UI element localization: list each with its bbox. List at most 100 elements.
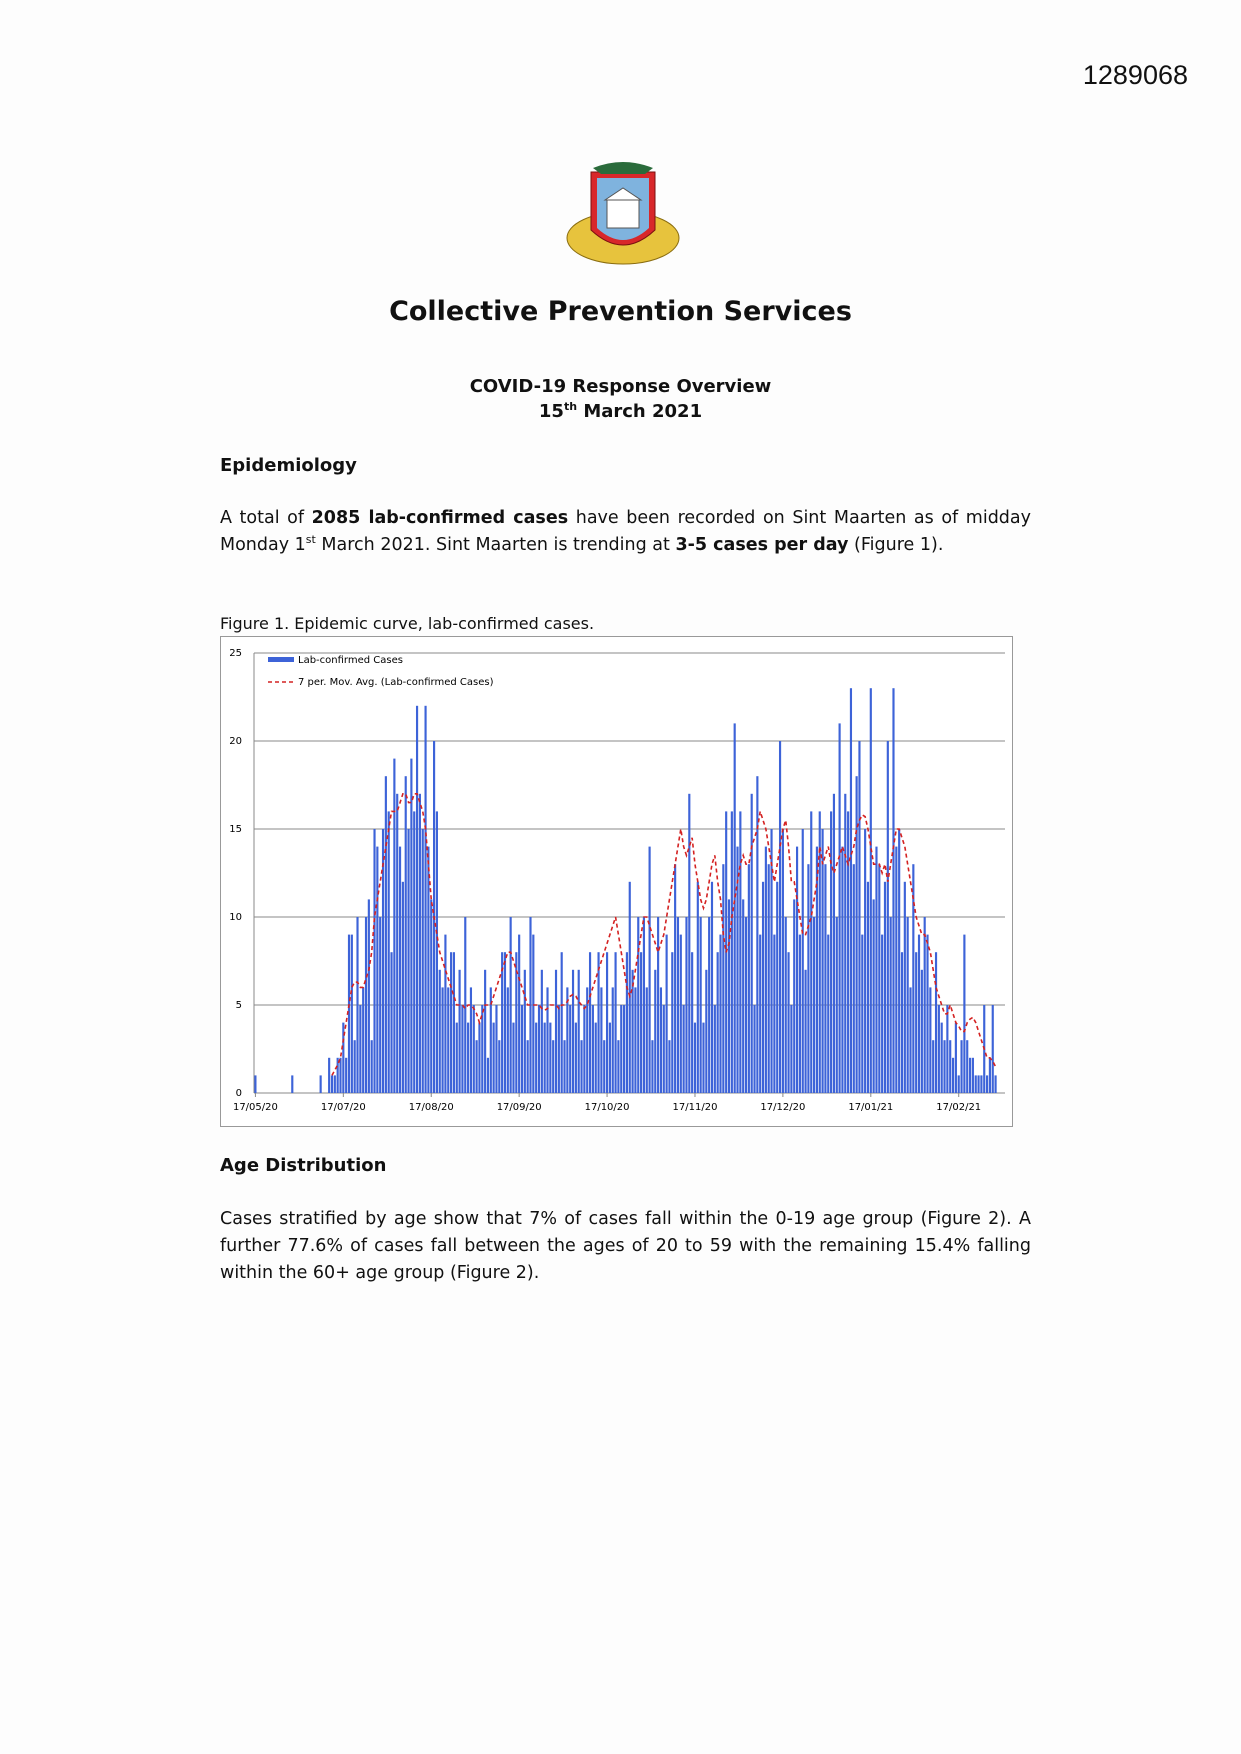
bar	[917, 934, 921, 1093]
figure-caption: Figure 1. Epidemic curve, lab-confirmed …	[220, 614, 595, 633]
bar	[915, 952, 918, 1093]
bar	[994, 1075, 997, 1093]
bar	[415, 705, 419, 1093]
text: March 2021. Sint Maarten is trending at	[315, 535, 676, 555]
bar	[642, 917, 646, 1093]
bar	[475, 1040, 478, 1093]
bar	[427, 846, 430, 1093]
bar	[719, 934, 722, 1093]
bar	[625, 952, 628, 1093]
bar	[376, 846, 379, 1093]
bar	[676, 917, 680, 1093]
logo	[566, 162, 680, 265]
bar	[424, 705, 427, 1093]
date-rest: March 2021	[577, 401, 703, 422]
bar	[489, 987, 492, 1093]
bar	[574, 1022, 577, 1093]
bar	[730, 811, 733, 1093]
bar	[900, 952, 904, 1093]
bar	[359, 1005, 362, 1093]
bar	[586, 987, 589, 1093]
bar	[821, 829, 824, 1093]
bar	[370, 1040, 373, 1093]
bar	[702, 1022, 705, 1093]
bar	[509, 917, 512, 1093]
bar	[583, 1005, 586, 1093]
bar	[623, 1005, 626, 1093]
bar	[452, 952, 456, 1093]
bar	[481, 1005, 484, 1093]
bar	[881, 934, 884, 1093]
bar	[991, 1005, 994, 1093]
bar	[753, 1005, 756, 1093]
bar	[637, 917, 640, 1093]
bar	[362, 987, 365, 1093]
bar	[552, 1040, 555, 1093]
bar	[543, 1022, 546, 1093]
bar	[767, 864, 770, 1093]
bar	[849, 688, 853, 1093]
bar	[333, 1075, 336, 1093]
bar	[501, 952, 504, 1093]
bar	[413, 811, 416, 1093]
bar	[654, 969, 657, 1093]
bar	[722, 864, 725, 1093]
bar	[345, 1057, 348, 1093]
bar	[946, 1005, 949, 1093]
bar	[787, 952, 790, 1093]
bar	[895, 846, 898, 1093]
bold-text: 2085 lab-confirmed cases	[311, 508, 569, 528]
bar	[761, 881, 765, 1093]
bar	[495, 1005, 498, 1093]
bar	[506, 987, 509, 1093]
subtitle: COVID-19 Response Overview	[469, 376, 772, 397]
bar	[909, 987, 912, 1093]
bar	[537, 1005, 541, 1093]
bar	[396, 793, 399, 1093]
bar	[597, 952, 600, 1093]
bar	[662, 1005, 665, 1093]
bar	[608, 1022, 611, 1093]
y-tick-label: 20	[229, 736, 242, 747]
x-tick-label: 17/11/20	[673, 1102, 718, 1113]
bar	[937, 1005, 940, 1093]
bar	[974, 1075, 977, 1093]
paragraph: A total of 2085 lab-confirmed cases have…	[220, 505, 1031, 559]
bar	[450, 952, 453, 1093]
bar	[350, 934, 353, 1093]
bar	[793, 899, 796, 1093]
bar	[818, 811, 821, 1093]
bar	[912, 864, 915, 1093]
y-tick-label: 15	[229, 824, 242, 835]
bar	[472, 1005, 475, 1093]
bar	[404, 776, 407, 1093]
bar	[679, 934, 682, 1093]
bar	[920, 969, 923, 1093]
bar	[421, 829, 424, 1093]
bar	[770, 829, 773, 1093]
bar	[671, 952, 674, 1093]
bar	[756, 776, 759, 1093]
bar	[364, 917, 368, 1093]
bar	[733, 723, 736, 1093]
x-tick-label: 17/07/20	[321, 1102, 366, 1113]
bar	[830, 811, 833, 1093]
bar	[438, 969, 441, 1093]
bar	[903, 881, 906, 1093]
bar	[713, 1005, 716, 1093]
bar	[418, 793, 421, 1093]
bar	[330, 1075, 334, 1093]
bar	[435, 811, 438, 1093]
bar	[892, 688, 895, 1093]
bar	[557, 1005, 560, 1093]
bar	[628, 881, 631, 1093]
bar	[688, 793, 691, 1093]
bar	[852, 864, 855, 1093]
bar	[591, 1005, 594, 1093]
x-tick-label: 17/08/20	[409, 1102, 454, 1113]
bar	[872, 899, 875, 1093]
x-tick-label: 17/05/20	[233, 1102, 278, 1113]
bar	[387, 811, 390, 1093]
bar	[486, 1057, 490, 1093]
